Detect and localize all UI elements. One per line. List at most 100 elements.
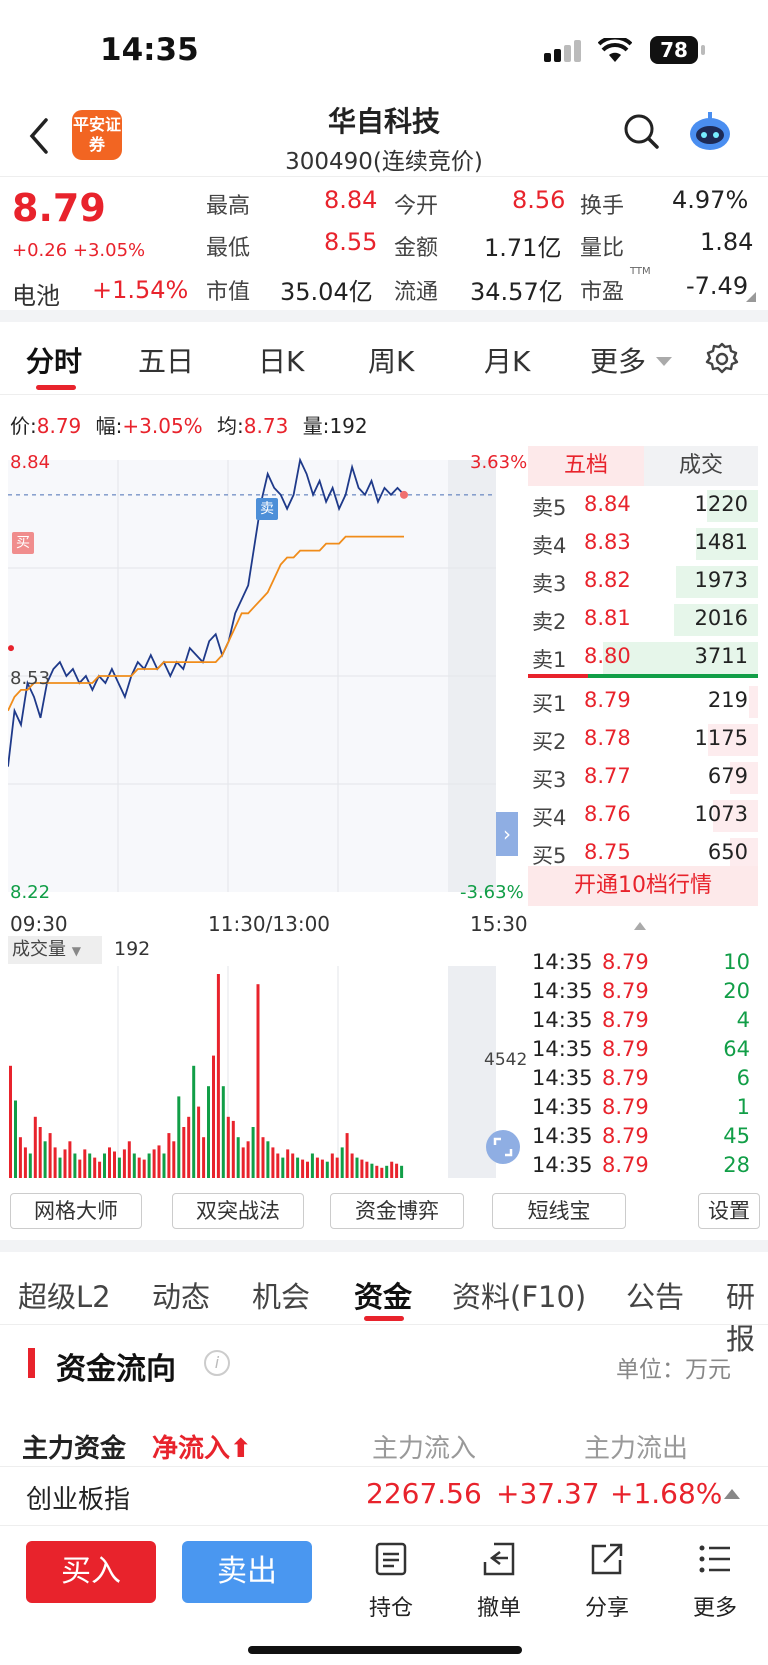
fullscreen-icon[interactable]	[486, 1130, 520, 1164]
upgrade-level10-button[interactable]: 开通10档行情	[528, 866, 758, 906]
expand-panel-button[interactable]: ›	[496, 812, 518, 856]
tab-day-k[interactable]: 日K	[258, 345, 305, 378]
back-icon[interactable]	[24, 116, 54, 156]
order-book-row[interactable]: 买3 8.77 679	[528, 760, 758, 796]
tab-five-day[interactable]: 五日	[138, 345, 195, 378]
index-ticker[interactable]: 创业板指 2267.56 +37.37 +1.68%	[0, 1466, 768, 1524]
order-volume: 1973	[694, 568, 748, 592]
volume-bar	[43, 1141, 47, 1178]
tool-settings[interactable]: 设置	[698, 1193, 760, 1229]
tool-short-line[interactable]: 短线宝	[492, 1193, 626, 1229]
volume-bar	[212, 1055, 215, 1178]
volume-bar	[53, 1147, 57, 1178]
order-book-row[interactable]: 买4 8.76 1073	[528, 798, 758, 834]
tab-research[interactable]: 研报	[726, 1280, 756, 1356]
tab-announcement[interactable]: 公告	[626, 1280, 685, 1314]
buy-button[interactable]: 买入	[26, 1541, 156, 1603]
tool-grid-master[interactable]: 网格大师	[10, 1193, 142, 1229]
float-value: 34.57亿	[470, 278, 563, 306]
tab-intraday[interactable]: 分时	[26, 345, 83, 378]
order-book-row[interactable]: 卖4 8.83 1481	[528, 526, 758, 562]
volume-bar	[93, 1157, 97, 1178]
cancel-order-icon[interactable]	[482, 1542, 516, 1576]
intraday-chart[interactable]: 8.84 8.53 8.22 3.63% -3.63% 买 卖 ›	[7, 446, 528, 906]
order-level-label: 卖4	[532, 534, 567, 558]
order-book-row[interactable]: 买1 8.79 219	[528, 684, 758, 720]
volume-chart[interactable]: 4542	[8, 966, 528, 1184]
settings-gear-icon[interactable]	[704, 341, 740, 377]
order-book-row[interactable]: 买5 8.75 650	[528, 836, 758, 872]
tab-order-book[interactable]: 五档	[528, 446, 644, 486]
volume-bar	[276, 1153, 280, 1178]
mcap-label: 市值	[206, 280, 251, 305]
info-vol: 192	[329, 414, 368, 438]
volume-bar	[108, 1147, 111, 1178]
last-price-dot	[400, 490, 408, 499]
order-book-row[interactable]: 卖3 8.82 1973	[528, 564, 758, 600]
volume-bar	[340, 1147, 344, 1178]
robot-assistant-icon[interactable]	[686, 108, 734, 156]
high-label: 最高	[206, 194, 251, 219]
sector-name[interactable]: 电池	[12, 282, 60, 310]
tab-trades[interactable]: 成交	[644, 446, 758, 486]
tick-time: 14:35	[532, 1008, 593, 1032]
ask-bid-divider-green	[588, 674, 758, 678]
tab-more[interactable]: 更多	[590, 345, 647, 378]
more-menu-icon[interactable]	[698, 1542, 732, 1576]
main-inflow-label[interactable]: 主力流入	[372, 1434, 477, 1464]
share-icon[interactable]	[590, 1542, 624, 1576]
expand-corner-icon[interactable]	[746, 292, 756, 302]
status-bar: 14:35 78	[0, 0, 768, 100]
volume-bar	[38, 1127, 42, 1178]
volume-bar	[78, 1159, 82, 1178]
collapse-up-icon[interactable]	[634, 922, 646, 930]
sell-marker: 卖	[256, 498, 278, 520]
order-book-row[interactable]: 卖5 8.84 1220	[528, 488, 758, 524]
tab-super-l2[interactable]: 超级L2	[18, 1280, 111, 1314]
volume-bar	[147, 1153, 151, 1178]
share-label[interactable]: 分享	[584, 1596, 629, 1621]
info-icon[interactable]: i	[204, 1350, 230, 1376]
volume-bar	[315, 1157, 319, 1178]
volume-bar	[103, 1153, 106, 1178]
volume-header[interactable]: 成交量 ▼	[8, 936, 102, 964]
order-book: 五档 成交 卖5 8.84 1220 卖4 8.83 1481 卖3 8.82 1973 卖2 8.…	[528, 446, 758, 906]
pe-label: 市盈	[580, 280, 625, 305]
volume-bar	[713, 800, 758, 832]
tab-month-k[interactable]: 月K	[484, 345, 531, 378]
order-level-label: 买3	[532, 768, 567, 792]
vol-ratio-value: 1.84	[700, 228, 754, 256]
volume-bar	[142, 1159, 146, 1178]
volume-bar	[335, 1157, 339, 1178]
net-inflow-sort[interactable]: 净流入⬆	[152, 1428, 252, 1465]
volume-bar	[167, 1133, 171, 1178]
search-icon[interactable]	[622, 112, 662, 152]
volume-bar	[296, 1157, 300, 1178]
holdings-label[interactable]: 持仓	[368, 1596, 413, 1621]
time-axis-start: 09:30	[10, 912, 68, 936]
volume-bar	[246, 1141, 250, 1178]
more-label[interactable]: 更多	[692, 1596, 737, 1621]
tool-double-breakout[interactable]: 双突战法	[172, 1193, 304, 1229]
main-outflow-label[interactable]: 主力流出	[584, 1434, 689, 1464]
tab-news[interactable]: 动态	[152, 1280, 211, 1314]
tab-opportunity[interactable]: 机会	[252, 1280, 311, 1314]
tool-fund-game[interactable]: 资金博弈	[330, 1193, 464, 1229]
price-chart-svg	[7, 457, 496, 892]
sell-button[interactable]: 卖出	[182, 1541, 312, 1603]
cancel-order-label[interactable]: 撤单	[476, 1596, 521, 1621]
holdings-icon[interactable]	[374, 1542, 408, 1576]
order-book-row[interactable]: 卖2 8.81 2016	[528, 602, 758, 638]
order-volume: 1175	[694, 726, 748, 750]
dropdown-icon[interactable]	[656, 357, 672, 366]
volume-bar	[375, 1165, 379, 1178]
volume-label: 成交量	[12, 939, 66, 960]
tick-time: 14:35	[532, 1095, 593, 1119]
net-inflow-label: 净流入	[152, 1434, 231, 1464]
tab-week-k[interactable]: 周K	[368, 345, 415, 378]
expand-up-icon[interactable]	[724, 1489, 740, 1499]
tab-f10[interactable]: 资料(F10)	[452, 1280, 587, 1314]
order-book-row[interactable]: 卖1 8.80 3711	[528, 640, 758, 676]
order-book-row[interactable]: 买2 8.78 1175	[528, 722, 758, 758]
tab-capital[interactable]: 资金	[354, 1280, 413, 1314]
